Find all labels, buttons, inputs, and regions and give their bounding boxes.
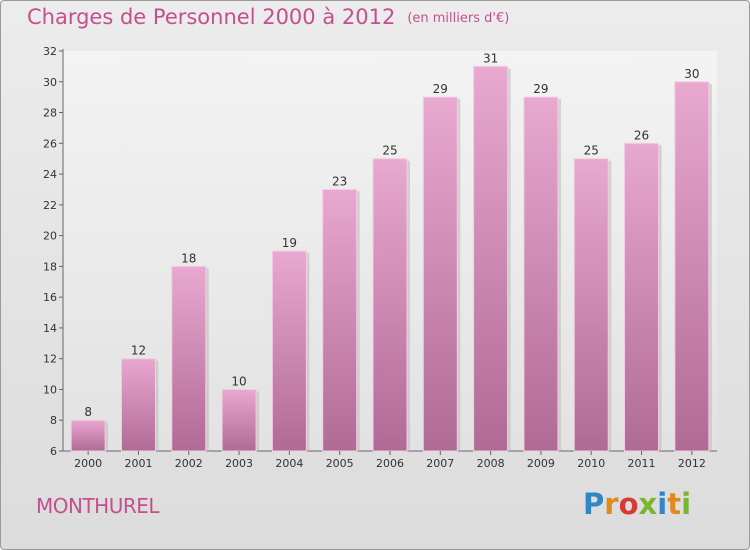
y-tick-label: 24 — [43, 168, 57, 181]
y-tick-label: 10 — [43, 383, 57, 396]
y-tick-label: 32 — [43, 45, 57, 58]
x-tick-label: 2001 — [124, 457, 152, 470]
logo-letter: P — [583, 487, 605, 521]
x-tick-label: 2006 — [376, 457, 404, 470]
y-tick-label: 18 — [43, 260, 57, 273]
y-tick-label: 16 — [43, 291, 57, 304]
data-label: 26 — [634, 128, 649, 142]
proxiti-logo: Proxiti — [583, 487, 691, 521]
bar — [120, 358, 156, 452]
bar — [372, 158, 408, 452]
y-tick-label: 26 — [43, 137, 57, 150]
x-tick-label: 2004 — [275, 457, 303, 470]
data-label: 12 — [131, 344, 146, 358]
bar — [523, 96, 559, 452]
chart-title-text: Charges de Personnel 2000 à 2012 — [27, 5, 396, 29]
data-label: 31 — [483, 51, 498, 65]
y-tick-label: 22 — [43, 199, 57, 212]
y-tick-label: 20 — [43, 230, 57, 243]
data-label: 29 — [433, 82, 448, 96]
x-tick-label: 2010 — [577, 457, 605, 470]
bar — [171, 265, 207, 452]
x-tick-label: 2003 — [225, 457, 253, 470]
bar — [70, 419, 106, 452]
x-tick-label: 2002 — [175, 457, 203, 470]
y-tick-label: 14 — [43, 322, 57, 335]
data-label: 8 — [84, 405, 92, 419]
data-label: 25 — [584, 144, 599, 158]
chart-title: Charges de Personnel 2000 à 2012 (en mill… — [27, 5, 509, 29]
data-label: 19 — [282, 236, 297, 250]
x-tick-label: 2009 — [527, 457, 555, 470]
y-tick-label: 30 — [43, 76, 57, 89]
y-tick-label: 28 — [43, 107, 57, 120]
y-tick-label: 12 — [43, 353, 57, 366]
data-label: 18 — [181, 251, 196, 265]
bar — [322, 188, 358, 452]
x-tick-label: 2008 — [477, 457, 505, 470]
data-label: 30 — [684, 67, 699, 81]
commune-name: MONTHUREL — [36, 494, 160, 518]
data-label: 25 — [382, 144, 397, 158]
chart-unit: (en milliers d'€) — [407, 11, 510, 26]
x-tick-label: 2011 — [628, 457, 656, 470]
y-tick-label: 6 — [50, 445, 57, 458]
bar — [624, 142, 660, 452]
logo-letter: i — [681, 487, 692, 521]
logo-letter: t — [667, 487, 682, 521]
data-label: 29 — [533, 82, 548, 96]
data-label: 23 — [332, 174, 347, 188]
logo-letter: i — [657, 487, 668, 521]
bar — [221, 388, 257, 452]
logo-letter: o — [618, 487, 639, 521]
bar — [422, 96, 458, 452]
bar — [573, 158, 609, 452]
bar — [674, 81, 710, 452]
data-label: 10 — [231, 374, 246, 388]
x-tick-label: 2012 — [678, 457, 706, 470]
x-tick-label: 2000 — [74, 457, 102, 470]
y-tick-label: 8 — [50, 414, 57, 427]
logo-letter: r — [604, 487, 619, 521]
x-tick-label: 2005 — [326, 457, 354, 470]
bar — [473, 65, 509, 452]
bar — [271, 250, 307, 452]
x-tick-label: 2007 — [426, 457, 454, 470]
logo-letter: x — [638, 487, 658, 521]
